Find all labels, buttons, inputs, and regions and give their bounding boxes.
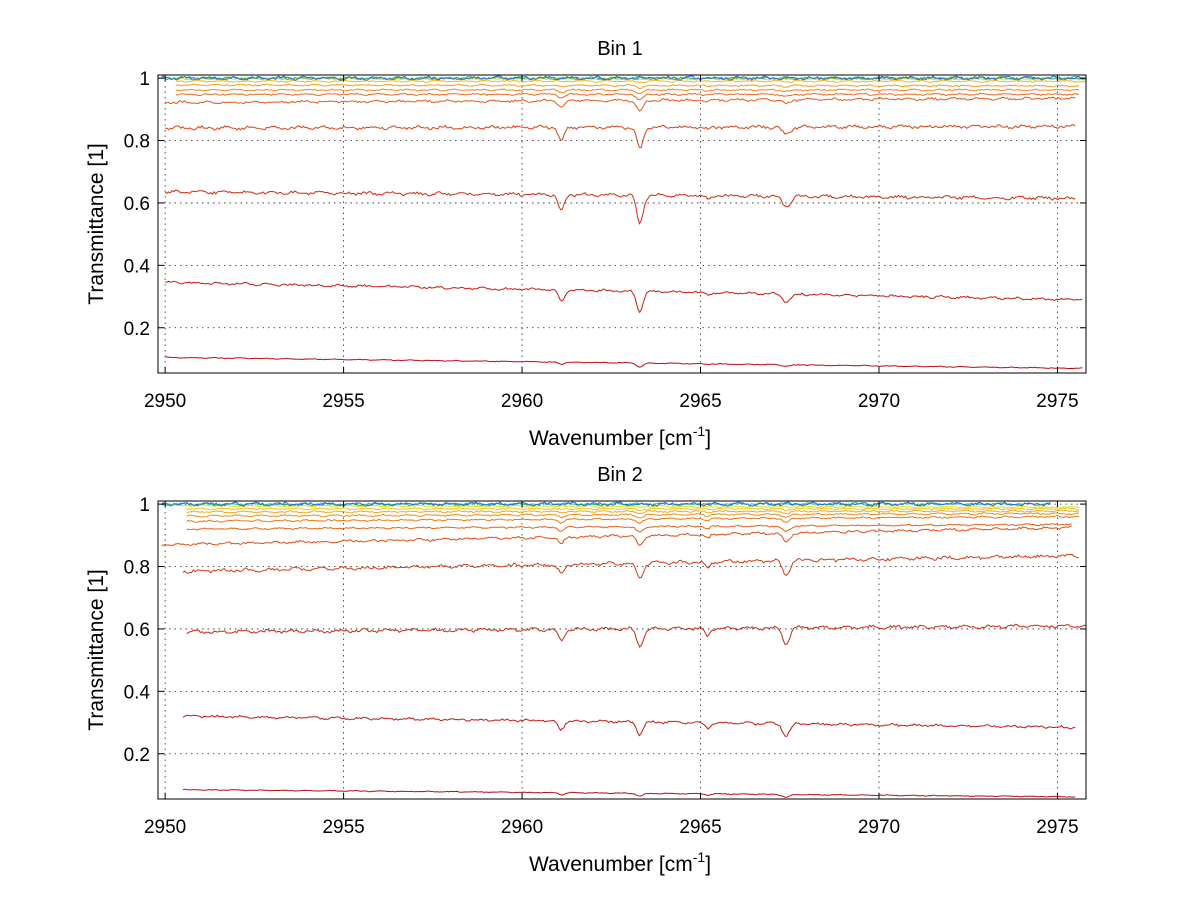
series-line xyxy=(175,79,1087,84)
y-tick-label: 0.8 xyxy=(124,558,150,579)
y-axis-label: Transmittance [1] xyxy=(85,569,108,730)
y-tick-label: 0.2 xyxy=(124,745,150,766)
x-tick-label: 2970 xyxy=(858,817,900,838)
series-line xyxy=(175,88,1080,95)
series-line xyxy=(175,92,1079,101)
x-tick-label: 2960 xyxy=(501,391,543,412)
x-tick-label: 2955 xyxy=(322,817,364,838)
x-tick-label: 2955 xyxy=(322,391,364,412)
y-tick-label: 0.4 xyxy=(124,256,151,277)
series-line xyxy=(186,623,1087,648)
y-axis-label: Transmittance [1] xyxy=(85,143,108,304)
y-tick-label: 0.4 xyxy=(124,682,151,703)
series-line xyxy=(175,83,1080,90)
series-line xyxy=(164,189,1076,225)
y-tick-label: 0.6 xyxy=(124,194,150,215)
x-axis-label: Wavenumber [cm-1] xyxy=(529,423,711,450)
series-line xyxy=(186,509,1079,515)
y-tick-label: 1 xyxy=(139,495,150,516)
series-line xyxy=(186,523,1072,533)
chart-title: Bin 1 xyxy=(597,38,643,60)
x-tick-label: 2950 xyxy=(144,817,186,838)
x-tick-label: 2965 xyxy=(679,817,721,838)
series-line xyxy=(186,512,1079,519)
series-line xyxy=(186,507,1079,512)
x-tick-label: 2965 xyxy=(679,391,721,412)
y-tick-label: 0.8 xyxy=(124,132,150,153)
chart-bin-1: Bin 1 2950 2955 2960 2965 2970 2975 0.2 0.4 0.6 0… xyxy=(85,38,1087,450)
series-line xyxy=(182,714,1076,737)
y-tick-label: 0.2 xyxy=(124,319,150,340)
series-line xyxy=(165,356,1083,370)
series-line xyxy=(161,75,1087,82)
chart-bin-2: Bin 2 2950 2955 2960 2965 2970 2975 0.2 0.4 0.6 0… xyxy=(85,464,1087,876)
series-line xyxy=(164,96,1076,112)
y-tick-label: 1 xyxy=(139,69,150,90)
x-tick-label: 2970 xyxy=(858,391,900,412)
y-tick-label: 0.6 xyxy=(124,620,150,641)
series-line xyxy=(161,501,1051,507)
chart-title: Bin 2 xyxy=(597,464,643,486)
series-line xyxy=(165,124,1076,149)
plot-frame xyxy=(157,500,1087,800)
x-tick-label: 2975 xyxy=(1036,817,1078,838)
series-line xyxy=(161,501,1051,507)
series-line xyxy=(161,525,1072,547)
x-axis-label: Wavenumber [cm-1] xyxy=(529,849,711,876)
x-tick-label: 2960 xyxy=(501,817,543,838)
series-line xyxy=(165,280,1083,314)
series-line xyxy=(182,788,1076,798)
plot-frame xyxy=(157,74,1087,374)
x-tick-label: 2975 xyxy=(1036,391,1078,412)
series-line xyxy=(182,553,1079,579)
series-line xyxy=(186,515,1080,524)
x-tick-label: 2950 xyxy=(144,391,186,412)
series-line xyxy=(172,504,1080,509)
